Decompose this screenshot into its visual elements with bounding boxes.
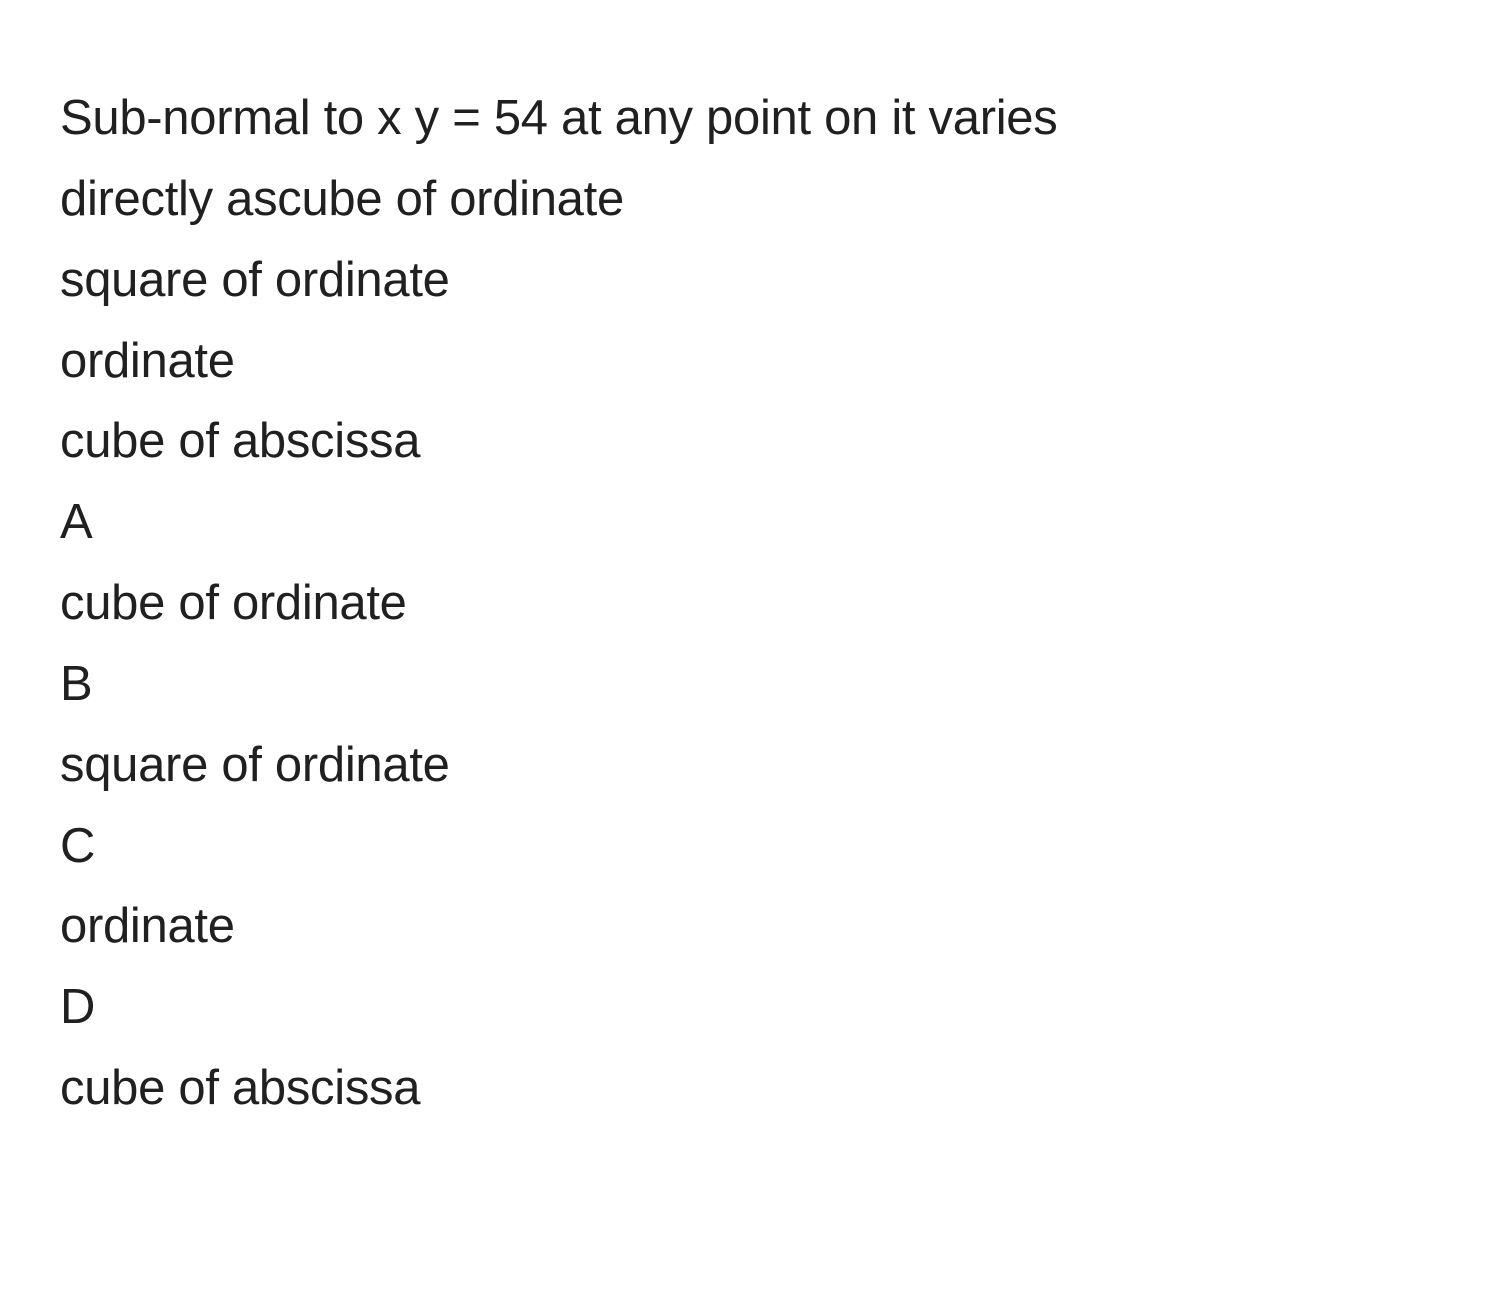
question-line-2: directly ascube of ordinate xyxy=(60,159,1440,240)
question-container: Sub-normal to x y = 54 at any point on i… xyxy=(0,0,1500,1189)
option-d-text: cube of abscissa xyxy=(60,1048,1440,1129)
option-d-letter[interactable]: D xyxy=(60,967,1440,1048)
option-a-letter[interactable]: A xyxy=(60,482,1440,563)
option-b-letter[interactable]: B xyxy=(60,644,1440,725)
question-line-1: Sub-normal to x y = 54 at any point on i… xyxy=(60,78,1440,159)
question-line-5: cube of abscissa xyxy=(60,401,1440,482)
question-line-4: ordinate xyxy=(60,321,1440,402)
question-line-3: square of ordinate xyxy=(60,240,1440,321)
option-c-letter[interactable]: C xyxy=(60,806,1440,887)
option-a-text: cube of ordinate xyxy=(60,563,1440,644)
option-b-text: square of ordinate xyxy=(60,725,1440,806)
option-c-text: ordinate xyxy=(60,886,1440,967)
